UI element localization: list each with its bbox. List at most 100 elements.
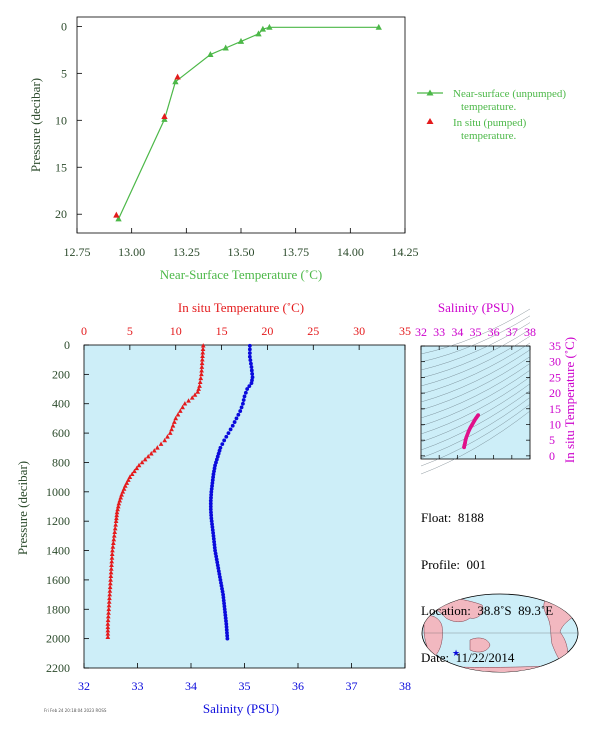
ts-density-contour <box>420 349 531 403</box>
salinity-point <box>209 510 213 515</box>
salinity-point <box>209 519 214 524</box>
salinity-point <box>250 375 255 380</box>
temperature-point <box>107 595 112 601</box>
temperature-point <box>106 599 112 604</box>
salinity-point <box>222 604 227 609</box>
legend-label-pumped-1: In situ (pumped) <box>453 117 527 129</box>
temperature-point <box>198 375 204 381</box>
salinity-point <box>215 563 220 568</box>
salinity-point <box>223 616 228 620</box>
temperature-tick-label: 10 <box>170 324 182 338</box>
ts-point <box>476 413 481 417</box>
temperature-point <box>109 551 115 557</box>
near-surface-y-tick-label: 0 <box>61 19 67 33</box>
temperature-point <box>113 518 119 524</box>
salinity-point <box>212 466 217 471</box>
ts-y-tick-label: 5 <box>549 433 555 447</box>
salinity-point <box>216 569 221 573</box>
in-situ-pumped-point <box>161 113 168 119</box>
salinity-point <box>212 469 216 474</box>
near-surface-y-tick-label: 5 <box>61 66 67 80</box>
ts-x-tick-label: 32 <box>415 325 427 339</box>
salinity-point <box>221 595 226 600</box>
temperature-point <box>192 392 198 397</box>
salinity-point <box>249 381 254 386</box>
temperature-point <box>129 471 135 477</box>
near-surface-unpumped-point <box>222 44 229 51</box>
temperature-axis-label: In situ Temperature (˚C) <box>178 300 304 315</box>
salinity-point <box>225 633 230 638</box>
ts-density-contour <box>420 370 531 427</box>
salinity-point <box>216 451 221 456</box>
salinity-tick-label: 33 <box>132 679 144 693</box>
ts-density-contour <box>420 390 531 451</box>
temperature-point <box>162 437 168 443</box>
temperature-point <box>109 562 114 568</box>
near-surface-x-tick-label: 13.00 <box>118 245 145 259</box>
salinity-point <box>212 542 217 547</box>
salinity-point <box>234 416 239 421</box>
salinity-point <box>247 354 252 359</box>
salinity-point <box>209 516 214 521</box>
temperature-point <box>199 357 205 362</box>
salinity-point <box>214 457 219 462</box>
salinity-point <box>247 351 252 355</box>
salinity-tick-label: 34 <box>185 679 197 693</box>
temperature-point <box>105 621 111 626</box>
in-situ-pumped-point <box>174 73 181 80</box>
temperature-tick-label: 25 <box>307 324 319 338</box>
salinity-point <box>242 394 247 399</box>
salinity-point <box>224 622 229 626</box>
temperature-point <box>151 448 157 453</box>
temperature-point <box>186 398 191 403</box>
temperature-point <box>182 401 188 406</box>
near-surface-unpumped-line <box>118 26 379 220</box>
temperature-point <box>110 547 115 553</box>
ts-plot-area <box>420 345 531 460</box>
temperature-point <box>189 395 195 400</box>
temperature-point <box>158 441 164 446</box>
salinity-point <box>210 522 214 527</box>
ts-density-contour <box>420 329 531 379</box>
temperature-point <box>114 512 120 518</box>
salinity-point <box>215 560 220 565</box>
near-surface-y-tick-label: 15 <box>55 160 67 174</box>
temperature-point <box>145 453 151 459</box>
temperature-point <box>108 569 114 575</box>
temperature-point <box>136 462 142 468</box>
temperature-point <box>197 379 203 385</box>
temperature-point <box>180 404 185 410</box>
temperature-point <box>115 506 120 512</box>
temperature-point <box>112 529 118 535</box>
temperature-point <box>105 614 111 619</box>
salinity-point <box>248 358 253 363</box>
salinity-tick-label: 32 <box>78 679 90 693</box>
in-situ-pumped-point <box>113 211 120 218</box>
salinity-point <box>220 589 225 594</box>
temperature-point <box>105 624 111 630</box>
temperature-point <box>175 412 181 417</box>
salinity-point <box>209 492 214 497</box>
pressure-tick-label: 1200 <box>46 514 70 528</box>
salinity-point <box>210 528 215 532</box>
temperature-point <box>169 426 174 432</box>
salinity-point <box>247 384 252 389</box>
temperature-point <box>197 383 202 388</box>
float-id: Float: 8188 <box>421 510 484 525</box>
ts-y-label: In situ Temperature (˚C) <box>562 337 577 463</box>
salinity-point <box>208 504 213 509</box>
salinity-point <box>222 438 227 443</box>
near-surface-y-tick-label: 20 <box>55 207 67 221</box>
temperature-point <box>148 451 154 456</box>
temperature-tick-label: 5 <box>127 324 133 338</box>
temperature-point <box>134 465 140 471</box>
temperature-tick-label: 15 <box>216 324 228 338</box>
salinity-point <box>249 368 254 373</box>
ts-density-contour <box>420 356 531 411</box>
ts-density-contour <box>420 410 531 475</box>
salinity-point <box>218 578 223 582</box>
near-surface-unpumped-point <box>172 78 179 85</box>
pressure-tick-label: 600 <box>52 426 70 440</box>
temperature-point <box>105 634 111 639</box>
